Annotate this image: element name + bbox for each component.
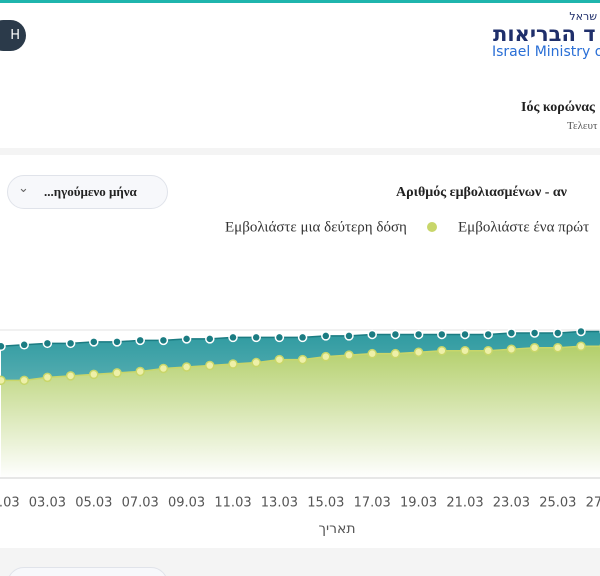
- data-point: [413, 347, 424, 357]
- data-point: [321, 351, 331, 362]
- logo-english: Israel Ministry of: [492, 44, 600, 60]
- page-title: Ιός κορώνας: [521, 100, 595, 115]
- data-point: [437, 345, 447, 356]
- data-point: [112, 337, 122, 347]
- data-point: [344, 350, 354, 360]
- data-point: [297, 354, 308, 365]
- data-point: [65, 338, 76, 349]
- header: [0, 0, 600, 148]
- x-axis-title: תאריך: [318, 521, 355, 537]
- data-point: [506, 328, 517, 338]
- x-tick-label: 07.03: [122, 496, 159, 511]
- x-tick-label: 15.03: [307, 496, 344, 511]
- chevron-icon: ⌄: [18, 181, 29, 196]
- data-point: [483, 345, 493, 356]
- x-tick-label: 25.03: [539, 496, 576, 511]
- logo-hebrew: ד הבריאות: [493, 22, 596, 46]
- data-point: [112, 368, 122, 378]
- data-point: [19, 340, 29, 350]
- data-point: [413, 329, 424, 340]
- data-point: [158, 335, 169, 346]
- language-button[interactable]: Η: [0, 20, 26, 51]
- data-point: [0, 341, 6, 352]
- data-point: [529, 343, 540, 353]
- dropdown-label: ...ηγούμενο μήνα: [44, 184, 137, 199]
- data-point: [19, 375, 29, 386]
- data-point: [135, 366, 145, 377]
- data-point: [367, 329, 377, 340]
- period-dropdown[interactable]: ⌄ ...ηγούμενο μήνα: [7, 175, 168, 209]
- data-point: [205, 334, 215, 344]
- legend-marker: [427, 222, 437, 232]
- data-point: [228, 359, 238, 369]
- x-tick-label: 05.03: [75, 496, 112, 511]
- x-tick-label: 13.03: [261, 496, 298, 511]
- data-point: [89, 337, 99, 347]
- data-point: [297, 332, 308, 343]
- x-tick-label: 11.03: [214, 496, 251, 511]
- data-point: [460, 345, 470, 356]
- data-point: [576, 326, 586, 337]
- data-point: [344, 331, 354, 341]
- x-tick-label: 09.03: [168, 496, 205, 511]
- data-point: [251, 332, 261, 343]
- data-point: [390, 348, 401, 359]
- data-point: [553, 343, 563, 353]
- data-point: [0, 375, 6, 386]
- data-point: [506, 344, 517, 354]
- data-point: [274, 354, 285, 365]
- chart-title: Αριθμός εμβολιασμένων - αν: [396, 185, 568, 200]
- data-point: [274, 332, 285, 343]
- x-tick-label: 21.03: [446, 496, 483, 511]
- data-point: [251, 357, 261, 368]
- data-point: [135, 335, 145, 346]
- data-point: [553, 328, 563, 338]
- data-point: [437, 329, 447, 340]
- updated-text: Τελευτ: [567, 120, 598, 132]
- data-point: [89, 369, 99, 380]
- logo-small: שראל: [569, 10, 597, 23]
- data-point: [483, 329, 493, 340]
- series-area: [1, 346, 600, 478]
- x-tick-label: 17.03: [354, 496, 391, 511]
- x-tick-label: 01.03: [0, 496, 20, 511]
- data-point: [576, 341, 586, 352]
- data-point: [42, 372, 53, 383]
- data-point: [181, 362, 192, 372]
- x-tick-label: 27.03: [586, 496, 600, 511]
- data-point: [529, 328, 540, 338]
- legend-label: Εμβολιάστε ένα πρώτ: [458, 219, 589, 235]
- data-point: [181, 334, 192, 344]
- data-point: [42, 338, 53, 349]
- legend-label: Εμβολιάστε μια δεύτερη δόση: [225, 219, 407, 235]
- data-point: [228, 332, 238, 343]
- x-tick-label: 23.03: [493, 496, 530, 511]
- data-point: [321, 331, 331, 341]
- data-point: [65, 371, 76, 381]
- data-point: [158, 363, 169, 374]
- data-point: [460, 329, 470, 340]
- data-point: [390, 329, 401, 340]
- x-tick-label: 19.03: [400, 496, 437, 511]
- data-point: [367, 348, 377, 359]
- x-tick-label: 03.03: [29, 496, 66, 511]
- data-point: [205, 360, 215, 371]
